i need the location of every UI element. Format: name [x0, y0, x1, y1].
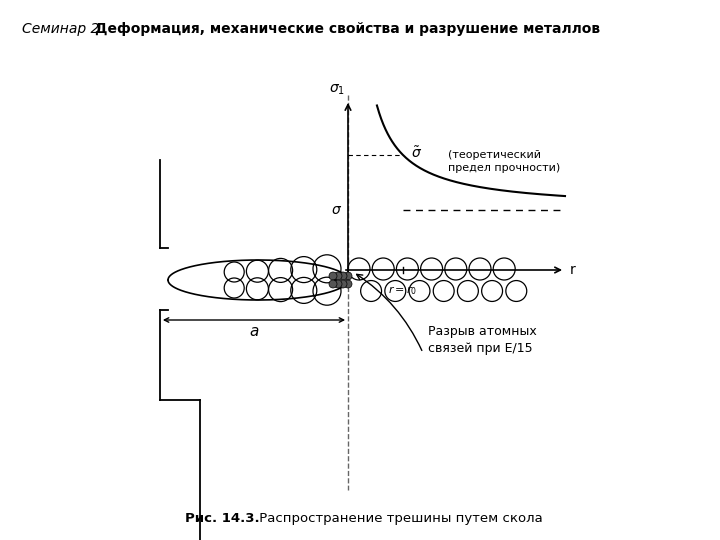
Circle shape: [329, 280, 337, 288]
Circle shape: [329, 272, 337, 280]
Text: Распространение трешины путем скола: Распространение трешины путем скола: [255, 512, 543, 525]
Text: Деформация, механические свойства и разрушение металлов: Деформация, механические свойства и разр…: [95, 22, 600, 36]
Circle shape: [334, 272, 342, 280]
Circle shape: [334, 280, 342, 288]
Text: Рис. 14.3.: Рис. 14.3.: [185, 512, 260, 525]
Circle shape: [344, 272, 352, 280]
Circle shape: [344, 280, 352, 288]
Text: $\sigma$: $\sigma$: [331, 203, 342, 217]
Circle shape: [339, 280, 347, 288]
Text: (теоретический
предел прочности): (теоретический предел прочности): [448, 150, 560, 173]
Text: $r = r_0$: $r = r_0$: [388, 284, 418, 297]
Text: $\tilde{\sigma}$: $\tilde{\sigma}$: [411, 145, 422, 161]
Text: $\sigma_1$: $\sigma_1$: [329, 83, 345, 97]
Text: Семинар 2: Семинар 2: [22, 22, 99, 36]
Text: a: a: [249, 324, 258, 339]
Circle shape: [339, 272, 347, 280]
Text: r: r: [570, 263, 576, 277]
Text: Разрыв атомных
связей при E/15: Разрыв атомных связей при E/15: [428, 325, 536, 355]
